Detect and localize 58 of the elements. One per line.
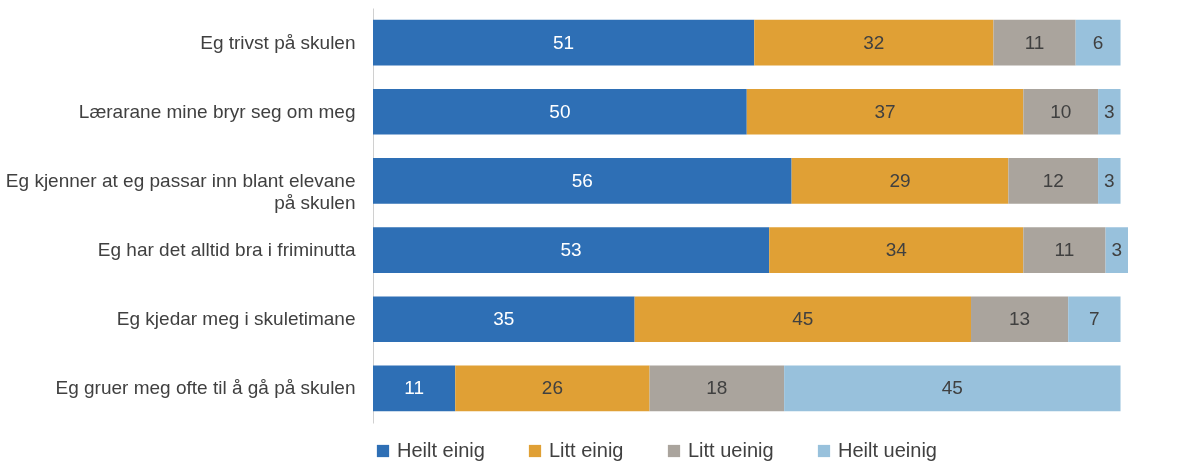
data-label: 32 [863,31,885,53]
bar [649,365,785,412]
y-tick-label: Lærarane mine bryr seg om meg [78,100,356,122]
data-label: 53 [560,239,582,261]
data-label: 3 [1104,169,1115,191]
data-label: 26 [541,377,563,399]
bar [1098,158,1121,204]
y-tick-label: Eg gruer meg ofte til å gå på skulen [55,377,356,399]
data-label: 34 [885,239,908,261]
data-label: 7 [1089,308,1100,330]
data-label: 11 [1024,31,1045,53]
data-label: 12 [1042,169,1064,191]
legend-label: Litt einig [549,439,624,461]
y-tick-label: Eg trivst på skulen [200,31,356,53]
data-label: 10 [1050,100,1072,122]
bar [791,158,1009,204]
legend-label: Heilt einig [397,439,485,461]
bar [754,19,994,66]
data-label: 18 [706,377,728,399]
data-label: 37 [874,100,896,122]
bar [373,296,635,343]
bar [373,158,792,204]
data-label: 13 [1009,308,1031,330]
bar [1105,227,1128,273]
legend-label: Heilt ueinig [838,439,937,461]
bar [1008,158,1099,204]
bar [1075,19,1121,66]
bar [746,88,1024,135]
data-label: 11 [1054,239,1075,261]
data-label: 3 [1104,100,1115,122]
bar [373,227,770,273]
y-tick-label: Eg kjenner at eg passar inn blant elevane på skulen [5,169,356,213]
bar [373,19,755,66]
data-label: 45 [941,377,963,399]
bar [1023,227,1106,273]
bar [1023,88,1099,135]
bar [455,365,650,412]
bar [373,365,456,412]
data-label: 3 [1111,239,1123,261]
data-label: 51 [553,31,575,53]
data-label: 50 [549,100,571,122]
y-tick-label: Eg kjedar meg i skuletimane [116,308,356,330]
bar [634,296,972,343]
data-label: 35 [493,308,515,330]
data-label: 56 [571,169,593,191]
data-label: 29 [889,169,911,191]
bar [784,365,1121,412]
bar [1098,88,1121,135]
data-label: 11 [404,377,424,399]
y-tick-label: Eg har det alltid bra i friminutta [97,239,356,261]
bar [993,19,1076,66]
data-label: 45 [792,308,814,330]
legend-label: Litt ueinig [688,439,774,461]
bar [373,88,747,135]
bar [971,296,1069,343]
bar [1068,296,1121,343]
data-label: 6 [1092,31,1104,53]
bar [769,227,1024,273]
